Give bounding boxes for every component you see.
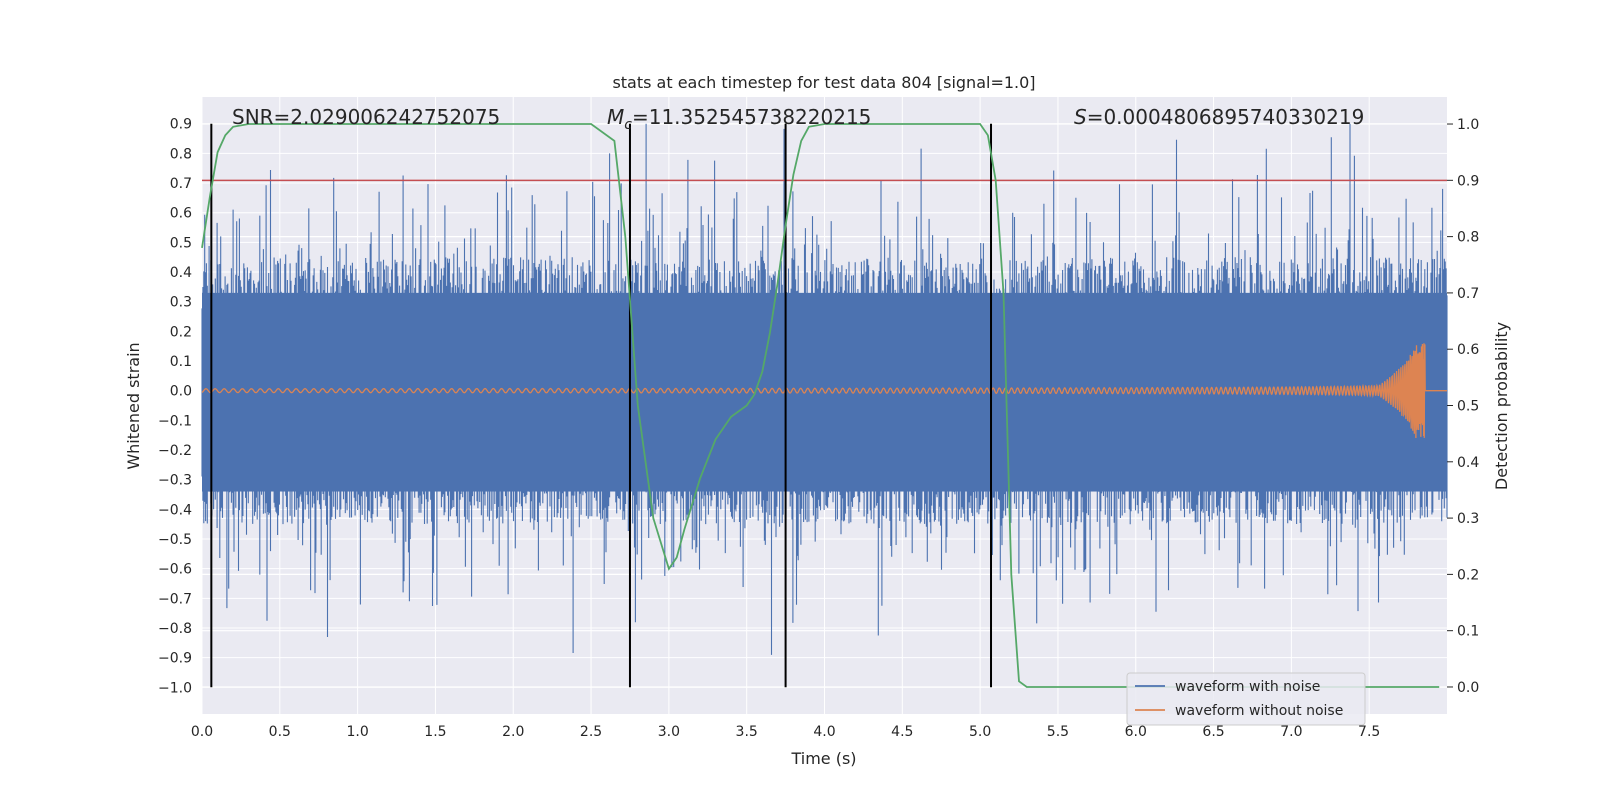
- y-axis-label: Whitened strain: [124, 342, 143, 469]
- chirp-mass-annotation: Mc=11.352545738220215: [607, 105, 871, 133]
- chirp-mass-symbol: M: [607, 105, 624, 129]
- y2-tick-label-2: 0.8: [1457, 230, 1479, 246]
- x-tick-label-2: 1.0: [346, 724, 368, 740]
- chirp-mass-subscript: c: [624, 117, 632, 133]
- s-annotation: S=0.0004806895740330219: [1074, 105, 1364, 129]
- y2-tick-label-8: 0.2: [1457, 567, 1479, 583]
- y-tick-label-11: −0.2: [158, 443, 192, 459]
- x-tick-label-12: 6.0: [1125, 724, 1147, 740]
- x-tick-label-0: 0.0: [191, 724, 213, 740]
- x-tick-label-11: 5.5: [1047, 724, 1069, 740]
- x-tick-label-4: 2.0: [502, 724, 524, 740]
- series-waveform-without-noise: [201, 343, 1447, 438]
- y2-tick-label-9: 0.1: [1457, 624, 1479, 640]
- y2-tick-label-3: 0.7: [1457, 286, 1479, 302]
- y2-tick-label-0: 1.0: [1457, 117, 1479, 133]
- y-tick-label-19: −1.0: [158, 680, 192, 696]
- y-tick-label-5: 0.4: [170, 265, 192, 281]
- y2-tick-label-6: 0.4: [1457, 455, 1479, 471]
- y-tick-label-13: −0.4: [158, 502, 192, 518]
- y-tick-label-12: −0.3: [158, 473, 192, 489]
- x-tick-label-9: 4.5: [891, 724, 913, 740]
- legend-box: [1126, 672, 1366, 726]
- x-tick-label-15: 7.5: [1358, 724, 1380, 740]
- x-tick-label-7: 3.5: [736, 724, 758, 740]
- x-tick-label-5: 2.5: [580, 724, 602, 740]
- x-tick-label-1: 0.5: [269, 724, 291, 740]
- y-tick-label-3: 0.6: [170, 206, 192, 222]
- y2-tick-labels: 1.0 0.9 0.8 0.7 0.6 0.5 0.4 0.3 0.2 0.1 0.0: [1447, 117, 1479, 696]
- y-tick-label-16: −0.7: [158, 591, 192, 607]
- y-tick-label-7: 0.2: [170, 324, 192, 340]
- x-tick-label-6: 3.0: [658, 724, 680, 740]
- x-tick-label-10: 5.0: [969, 724, 991, 740]
- y2-axis-label: Detection probability: [1492, 322, 1511, 490]
- s-symbol: S: [1074, 105, 1087, 129]
- chart-title: stats at each timestep for test data 804…: [612, 73, 1035, 92]
- legend: waveform with noise waveform without noi…: [1126, 672, 1366, 726]
- y-tick-label-9: 0.0: [170, 384, 192, 400]
- y-tick-label-2: 0.7: [170, 176, 192, 192]
- y2-tick-label-5: 0.5: [1457, 399, 1479, 415]
- x-tick-label-13: 6.5: [1202, 724, 1224, 740]
- y-tick-label-14: −0.5: [158, 532, 192, 548]
- y2-tick-label-7: 0.3: [1457, 511, 1479, 527]
- x-tick-label-3: 1.5: [424, 724, 446, 740]
- snr-annotation: SNR=2.029006242752075: [232, 105, 500, 129]
- x-tick-label-8: 4.0: [813, 724, 835, 740]
- y-tick-label-18: −0.9: [158, 651, 192, 667]
- y2-tick-label-10: 0.0: [1457, 680, 1479, 696]
- y2-tick-label-1: 0.9: [1457, 173, 1479, 189]
- y2-tick-label-4: 0.6: [1457, 342, 1479, 358]
- x-axis-label: Time (s): [790, 749, 856, 768]
- y-tick-labels: 0.9 0.8 0.7 0.6 0.5 0.4 0.3 0.2 0.1 0.0 −0.1 −0.2 −0…: [158, 117, 192, 697]
- y-tick-label-8: 0.1: [170, 354, 192, 370]
- y-tick-label-1: 0.8: [170, 146, 192, 162]
- y-tick-label-10: −0.1: [158, 413, 192, 429]
- y-tick-label-17: −0.8: [158, 621, 192, 637]
- vertical-markers: [210, 123, 993, 688]
- legend-label-chirp: waveform without noise: [1175, 703, 1343, 719]
- detection-probability-line: [201, 123, 1440, 688]
- s-value: =0.0004806895740330219: [1087, 105, 1365, 129]
- chirp-mass-value: =11.352545738220215: [632, 105, 871, 129]
- legend-label-noise: waveform with noise: [1175, 679, 1320, 695]
- chirp-waveform-path: [201, 343, 1447, 438]
- x-tick-label-14: 7.0: [1280, 724, 1302, 740]
- x-tick-labels: 0.0 0.5 1.0 1.5 2.0 2.5 3.0 3.5 4.0 4.5 5.0 5.5 6.0 6…: [191, 724, 1380, 740]
- y-tick-label-4: 0.5: [170, 235, 192, 251]
- y-tick-label-6: 0.3: [170, 295, 192, 311]
- y-tick-label-15: −0.6: [158, 562, 192, 578]
- y-tick-label-0: 0.9: [170, 117, 192, 133]
- series-detection-probability: [201, 123, 1440, 688]
